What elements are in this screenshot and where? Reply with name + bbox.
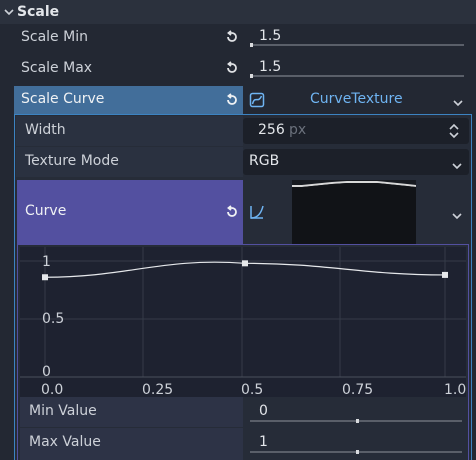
texture-mode-value: RGB [249,153,280,169]
curve-point-handle[interactable] [442,271,448,278]
chevron-down-icon [2,5,16,19]
x-tick-label: 0.5 [241,382,263,397]
texture-mode-select[interactable]: RGB [243,149,469,175]
min-value-slider[interactable]: 0 [247,399,466,425]
min-value-label-cell: Min Value [20,397,243,427]
curve-editor[interactable]: 1 0.5 0 0.0 0.25 0.5 0.75 1.0 [20,247,466,398]
x-tick-label: 1.0 [444,382,466,397]
scale-max-slider[interactable]: 1.5 [247,55,467,81]
curve-header[interactable]: Curve [17,180,243,244]
section-header-scale[interactable]: Scale [0,0,476,24]
revert-icon[interactable] [224,60,240,76]
curve-point-handle[interactable] [242,260,248,267]
chevron-down-icon[interactable] [452,208,462,224]
slider-grabber[interactable] [356,419,359,423]
curve-texture-icon [249,92,265,112]
section-title: Scale [17,4,60,20]
scale-max-label: Scale Max [21,60,93,76]
slider-grabber[interactable] [250,43,253,47]
curve-icon [249,204,265,224]
y-tick-label: 0 [42,364,51,380]
curve-editor-graph[interactable]: 1 0.5 0 0.0 0.25 0.5 0.75 1.0 [20,247,466,398]
width-label: Width [25,122,66,138]
slider-track [250,44,464,46]
slider-track [250,75,464,77]
width-spinbox[interactable]: 256 px [243,118,469,144]
updown-icon[interactable] [448,123,460,143]
scale-min-value: 1.5 [259,28,282,44]
chevron-down-icon[interactable] [453,95,463,111]
curve-point-handle[interactable] [42,274,48,281]
revert-icon[interactable] [224,92,240,108]
scale-curve-resource-name: CurveTexture [310,91,403,107]
y-tick-label: 0.5 [42,311,64,327]
width-value: 256 [258,122,285,138]
chevron-down-icon [452,158,462,174]
scale-curve-label: Scale Curve [21,91,105,107]
scale-min-slider[interactable]: 1.5 [247,24,467,50]
max-value-label: Max Value [29,434,101,450]
width-unit: px [289,122,307,138]
width-label-cell: Width [16,116,243,146]
x-tick-label: 0.0 [41,382,63,397]
slider-grabber[interactable] [356,450,359,454]
y-tick-label: 1 [42,254,51,270]
curve-preview [292,180,417,244]
min-value-value: 0 [259,403,268,419]
scale-curve-resource-picker[interactable]: CurveTexture [243,86,472,114]
revert-icon[interactable] [224,204,240,220]
max-value-label-cell: Max Value [20,428,243,460]
min-value-label: Min Value [29,403,97,419]
scale-min-label: Scale Min [21,29,88,45]
scale-max-value: 1.5 [259,59,282,75]
max-value-slider[interactable]: 1 [247,430,466,456]
max-value-value: 1 [259,434,268,450]
texture-mode-label: Texture Mode [25,153,119,169]
x-tick-label: 0.25 [142,382,173,397]
curve-label: Curve [25,203,67,219]
x-tick-label: 0.75 [342,382,373,397]
scale-curve-header[interactable]: Scale Curve [14,86,243,114]
revert-icon[interactable] [224,29,240,45]
texture-mode-label-cell: Texture Mode [16,147,243,177]
slider-grabber[interactable] [250,74,253,78]
curve-resource-picker[interactable] [243,180,469,244]
